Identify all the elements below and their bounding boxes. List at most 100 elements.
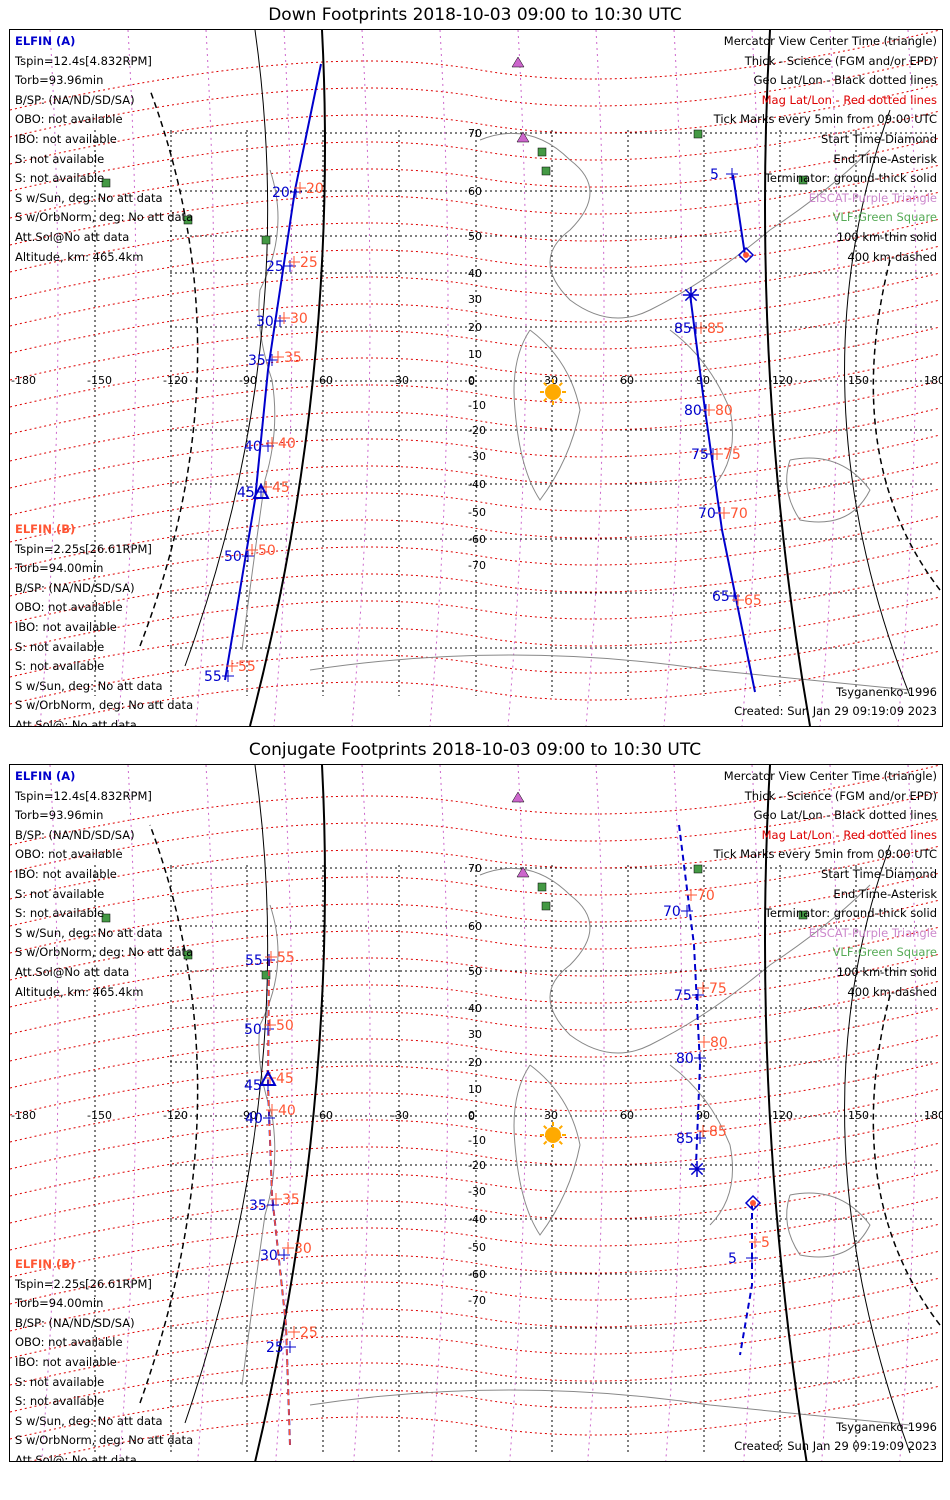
mag-latitude-line bbox=[10, 191, 941, 273]
coastline bbox=[479, 867, 871, 1054]
vlf-square-icon bbox=[541, 166, 551, 176]
latitude-label: 50 bbox=[468, 965, 482, 978]
mag-latitude-line bbox=[10, 380, 941, 462]
mag-latitude-line bbox=[10, 623, 941, 705]
info-line: B/SP: (NA/ND/SD/SA) bbox=[15, 580, 135, 595]
info-line: S: not available bbox=[15, 1394, 105, 1409]
coastline bbox=[309, 654, 911, 691]
track-tick-label: 80 bbox=[676, 1051, 694, 1067]
latitude-label: -20 bbox=[468, 1159, 486, 1172]
track-tick-label: 65 bbox=[712, 589, 730, 605]
track-tick-label: 70 bbox=[698, 506, 716, 522]
info-line: Tspin=12.4s[4.832RPM] bbox=[15, 788, 152, 803]
mag-latitude-line bbox=[10, 83, 941, 165]
sun-ray bbox=[543, 1140, 548, 1145]
elfin-a-track bbox=[678, 824, 702, 1166]
mag-meridian-line bbox=[819, 30, 839, 726]
mag-latitude-line bbox=[10, 845, 941, 927]
latitude-label: -70 bbox=[468, 559, 486, 572]
info-line: Tspin=2.25s[26.61RPM] bbox=[15, 541, 152, 556]
terminator-100km bbox=[184, 30, 269, 667]
latitude-label: -20 bbox=[468, 424, 486, 437]
track-tick-label: 50 bbox=[224, 549, 242, 565]
latitude-label: 20 bbox=[468, 1056, 482, 1069]
info-line: Altitude, km: 465.4km bbox=[15, 984, 144, 999]
mag-latitude-line bbox=[10, 542, 941, 624]
track-tick-label: 30 bbox=[290, 311, 308, 327]
latitude-label: -70 bbox=[468, 1294, 486, 1307]
down-map-canvas: -180 -150 -120 -90 -60 -30 0 30 60 90 120 150 180 70 6… bbox=[10, 30, 942, 726]
sun-ray bbox=[558, 382, 563, 387]
mag-latitude-line bbox=[10, 299, 941, 381]
longitude-label: 30 bbox=[544, 374, 558, 387]
info-line: IBO: not available bbox=[15, 1354, 117, 1369]
legend-line: VLF-Green Square bbox=[832, 210, 937, 225]
eiscat-triangle-icon bbox=[516, 131, 530, 143]
info-line: OBO: not available bbox=[15, 600, 123, 615]
track-tick-label: 30 bbox=[294, 1241, 312, 1257]
mag-latitude-line bbox=[10, 1115, 941, 1197]
coastline bbox=[513, 1064, 581, 1236]
track-tick-label: 5 bbox=[728, 1251, 737, 1267]
info-line: S: not available bbox=[15, 151, 105, 166]
mag-latitude-line bbox=[10, 1088, 941, 1170]
coastline bbox=[241, 169, 279, 651]
track-tick-label: 65 bbox=[744, 593, 762, 609]
mag-meridian-line bbox=[743, 765, 761, 1461]
coastline bbox=[309, 1389, 911, 1426]
info-line: B/SP: (NA/ND/SD/SA) bbox=[15, 827, 135, 842]
longitude-label: 60 bbox=[620, 1109, 634, 1122]
vlf-square-icon bbox=[101, 178, 111, 188]
eiscat-triangle-icon bbox=[511, 56, 525, 68]
legend-line: EISCAT-Purple Triangle bbox=[808, 190, 937, 205]
latitude-label: -50 bbox=[468, 506, 486, 519]
mag-meridian-line bbox=[897, 30, 917, 726]
legend-line: Thick - Science (FGM and/or EPD) bbox=[744, 53, 937, 68]
vlf-square-icon bbox=[101, 913, 111, 923]
mag-latitude-line bbox=[10, 515, 941, 597]
sun-ray bbox=[558, 397, 563, 402]
terminator-100km bbox=[844, 109, 911, 697]
mag-meridian-line bbox=[585, 30, 605, 726]
track-tick-label: 80 bbox=[710, 1035, 728, 1051]
info-line: B/SP: (NA/ND/SD/SA) bbox=[15, 92, 135, 107]
latitude-label: 40 bbox=[468, 1002, 482, 1015]
info-line: S: not available bbox=[15, 906, 105, 921]
elfin-a-info: ELFIN (A) Tspin=12.4s[4.832RPM] Torb=93.96… bbox=[15, 32, 193, 267]
mag-latitude-line bbox=[10, 791, 941, 873]
info-line: ELFIN (B) bbox=[15, 1257, 76, 1271]
sun-ray bbox=[558, 1125, 563, 1130]
legend-line: Start Time-Diamond bbox=[821, 866, 937, 881]
track-tick-label: 55 bbox=[277, 950, 295, 966]
info-line: S w/Sun, deg: No att data bbox=[15, 190, 163, 205]
coastline bbox=[669, 1064, 733, 1226]
terminator-400km bbox=[872, 994, 941, 1326]
coastline bbox=[786, 1192, 871, 1258]
mag-latitude-line bbox=[10, 818, 941, 900]
mag-meridian-line bbox=[117, 30, 137, 726]
map-legend: Mercator View Center Time (triangle) Thic… bbox=[714, 767, 937, 1002]
info-line: Torb=93.96min bbox=[15, 73, 104, 88]
info-line: OBO: not available bbox=[15, 1335, 123, 1350]
elfin-a-track bbox=[732, 174, 746, 256]
info-line: S: not available bbox=[15, 886, 105, 901]
latitude-label: 60 bbox=[468, 920, 482, 933]
vlf-square-icon bbox=[537, 882, 547, 892]
mag-latitude-line bbox=[10, 1142, 941, 1224]
mag-latitude-line bbox=[10, 461, 941, 543]
track-tick-label: 55 bbox=[204, 669, 222, 685]
legend-line: Terminator: ground-thick solid bbox=[764, 171, 937, 186]
info-line: B/SP: (NA/ND/SD/SA) bbox=[15, 1315, 135, 1330]
info-line: S w/Sun, deg: No att data bbox=[15, 925, 163, 940]
longitude-label: -30 bbox=[391, 1109, 409, 1122]
vlf-square-icon bbox=[798, 910, 808, 920]
mag-latitude-line bbox=[10, 110, 941, 192]
end-asterisk-icon bbox=[684, 288, 698, 302]
latitude-label: -10 bbox=[468, 1134, 486, 1147]
track-tick-label: 85 bbox=[709, 1124, 727, 1140]
mag-meridian-line bbox=[351, 30, 371, 726]
latitude-label: 30 bbox=[468, 1028, 482, 1041]
mag-latitude-line bbox=[10, 596, 941, 678]
elfin-b-track bbox=[267, 959, 291, 1446]
mag-meridian-line bbox=[197, 765, 215, 1461]
